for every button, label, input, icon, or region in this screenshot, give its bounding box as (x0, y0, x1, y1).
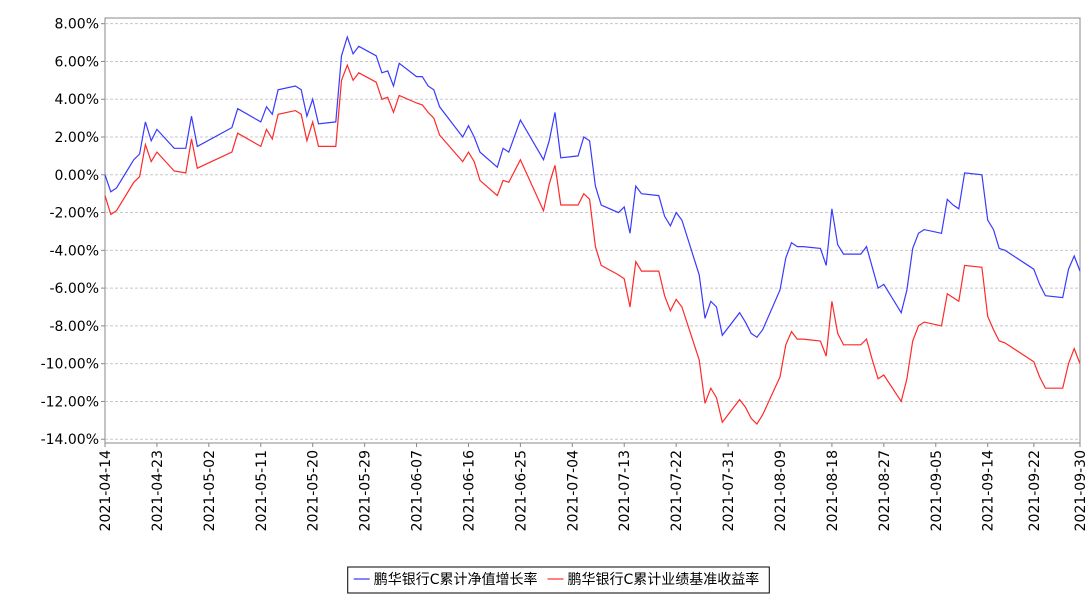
y-tick-label: -6.00% (49, 281, 99, 297)
y-tick-label: 2.00% (55, 130, 99, 146)
x-tick-label: 2021-04-23 (150, 450, 166, 531)
x-tick-label: 2021-05-29 (358, 450, 374, 531)
plot-frame (104, 17, 1081, 444)
x-tick-label: 2021-07-22 (669, 450, 685, 531)
y-tick-label: -4.00% (49, 243, 99, 259)
y-tick-label: 6.00% (55, 54, 99, 70)
x-tick-label: 2021-08-18 (825, 450, 841, 531)
legend: 鹏华银行C累计净值增长率 鹏华银行C累计业绩基准收益率 (347, 566, 770, 594)
x-tick-label: 2021-09-05 (929, 450, 945, 531)
y-tick-label: -2.00% (49, 206, 99, 222)
x-tick-label: 2021-08-09 (773, 450, 789, 531)
y-tick-label: -12.00% (41, 394, 99, 410)
x-tick-label: 2021-07-31 (721, 450, 737, 531)
y-tick-label: -14.00% (41, 432, 99, 448)
x-tick-label: 2021-07-04 (565, 450, 581, 531)
legend-label: 鹏华银行C累计净值增长率 (374, 571, 538, 588)
x-tick-label: 2021-09-22 (1027, 450, 1043, 531)
x-tick-label: 2021-05-02 (202, 450, 218, 531)
x-tick-label: 2021-09-14 (981, 450, 997, 531)
y-tick-label: -8.00% (49, 319, 99, 335)
y-tick-label: -10.00% (41, 357, 99, 373)
x-tick-label: 2021-04-14 (98, 450, 114, 531)
legend-box (347, 566, 770, 594)
legend-label: 鹏华银行C累计业绩基准收益率 (568, 571, 760, 588)
x-tick-label: 2021-07-13 (617, 450, 633, 531)
series-line (104, 34, 1081, 339)
x-tick-label: 2021-09-30 (1073, 450, 1089, 531)
x-tick-label: 2021-06-25 (513, 450, 529, 531)
y-tick-label: 8.00% (55, 17, 99, 33)
x-tick-label: 2021-06-16 (461, 450, 477, 531)
x-tick-label: 2021-06-07 (410, 450, 426, 531)
y-tick-label: 4.00% (55, 92, 99, 108)
x-tick-label: 2021-08-27 (877, 450, 893, 531)
series-line (104, 63, 1081, 426)
y-tick-label: 0.00% (55, 168, 99, 184)
x-tick-label: 2021-05-11 (254, 450, 270, 531)
x-tick-label: 2021-05-20 (306, 450, 322, 531)
